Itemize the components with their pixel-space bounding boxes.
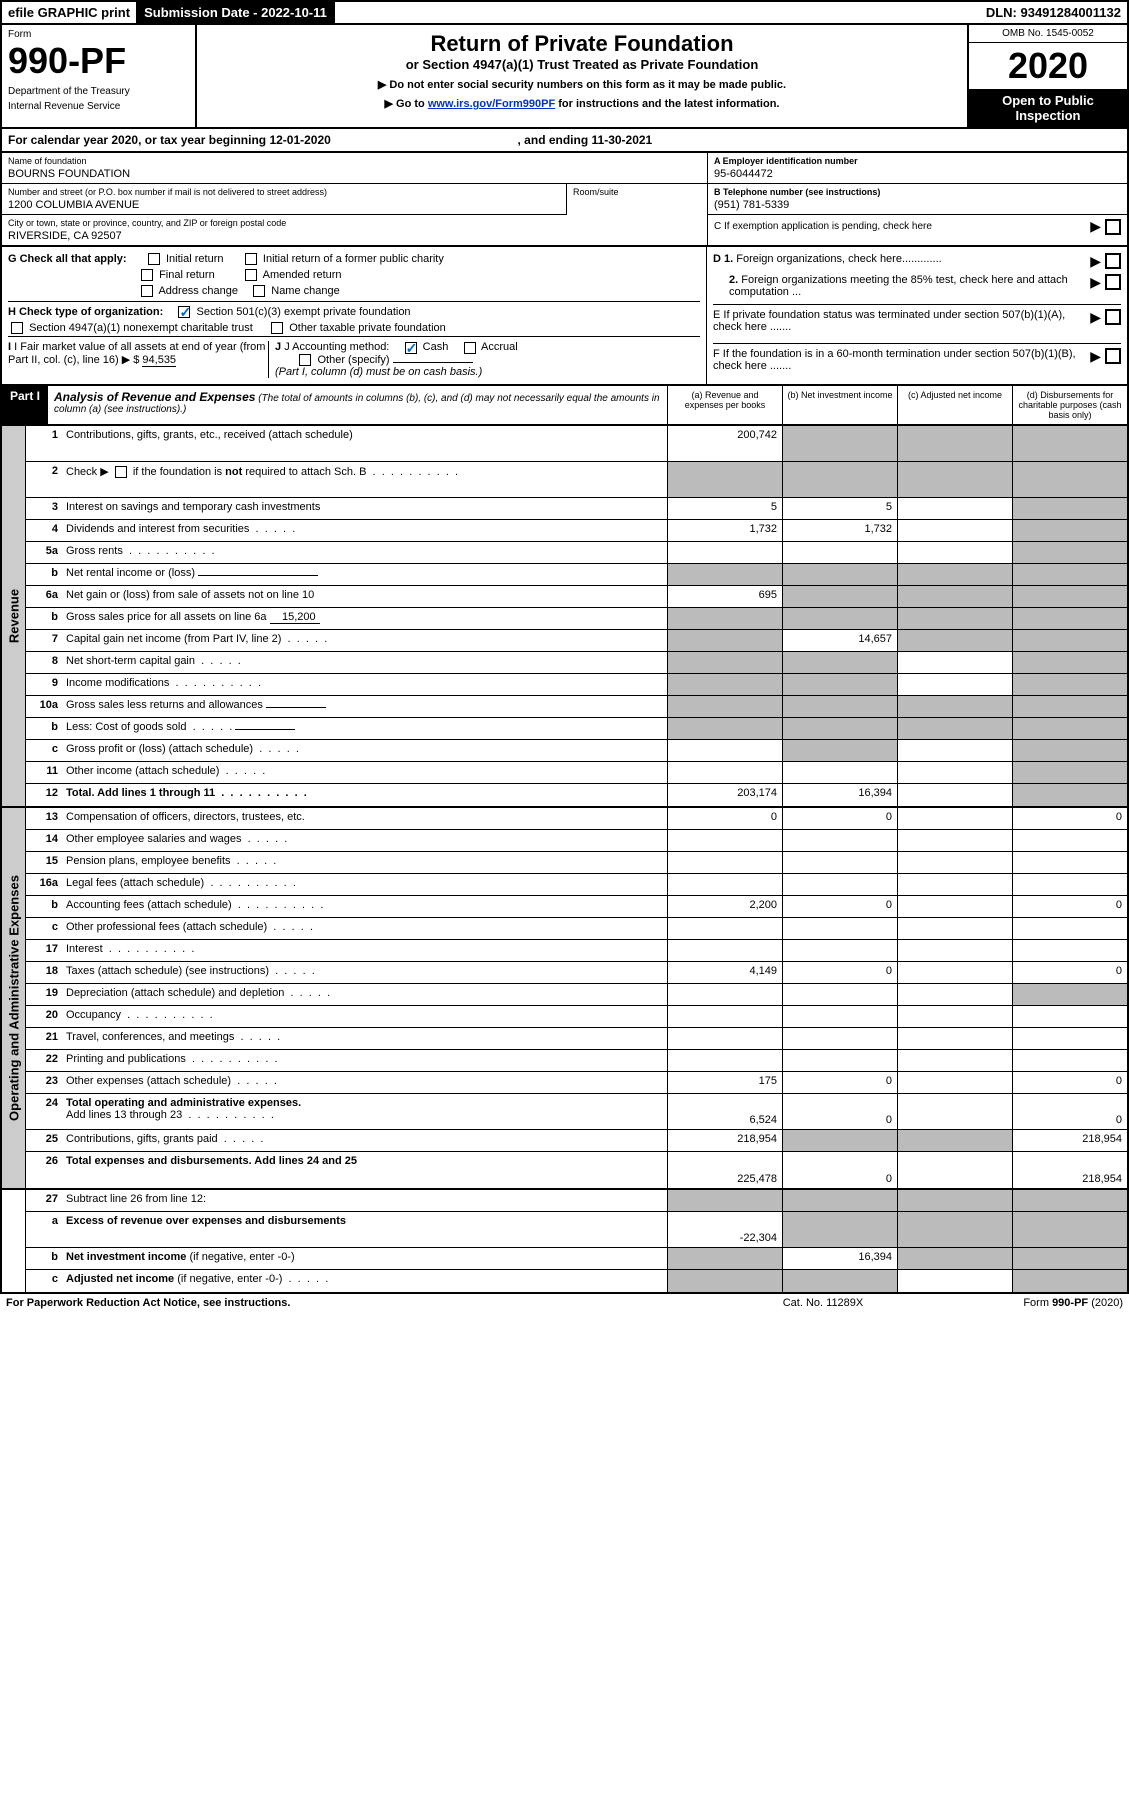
calendar-year-line: For calendar year 2020, or tax year begi… xyxy=(0,129,1129,153)
efile-print-label[interactable]: efile GRAPHIC print xyxy=(2,2,138,23)
accrual-checkbox[interactable] xyxy=(464,342,476,354)
501c3-checkbox[interactable] xyxy=(178,306,190,318)
top-bar: efile GRAPHIC print Submission Date - 20… xyxy=(0,0,1129,25)
form-word: Form xyxy=(8,29,189,40)
irs-link[interactable]: www.irs.gov/Form990PF xyxy=(428,98,555,110)
d2-checkbox[interactable] xyxy=(1105,274,1121,290)
i-j-row: I I Fair market value of all assets at e… xyxy=(8,336,700,379)
initial-return-checkbox[interactable] xyxy=(148,253,160,265)
dept-treasury: Department of the Treasury xyxy=(8,86,189,97)
goto-note: ▶ Go to www.irs.gov/Form990PF for instru… xyxy=(205,97,959,110)
info-grid: Name of foundation BOURNS FOUNDATION Num… xyxy=(0,153,1129,247)
initial-former-checkbox[interactable] xyxy=(245,253,257,265)
expenses-table: Operating and Administrative Expenses 13… xyxy=(0,808,1129,1190)
e-checkbox[interactable] xyxy=(1105,309,1121,325)
line27-table: 27Subtract line 26 from line 12: aExcess… xyxy=(0,1190,1129,1294)
schb-checkbox[interactable] xyxy=(115,466,127,478)
part1-label: Part I xyxy=(2,386,48,424)
foundation-name-cell: Name of foundation BOURNS FOUNDATION xyxy=(2,153,707,184)
g-check-row: G Check all that apply: Initial return I… xyxy=(8,251,700,267)
col-c-head: (c) Adjusted net income xyxy=(897,386,1012,424)
checks-section: G Check all that apply: Initial return I… xyxy=(0,247,1129,386)
form-header-right: OMB No. 1545-0052 2020 Open to Public In… xyxy=(967,25,1127,127)
ein-cell: A Employer identification number 95-6044… xyxy=(708,153,1127,184)
amended-return-checkbox[interactable] xyxy=(245,269,257,281)
form-header-left: Form 990-PF Department of the Treasury I… xyxy=(2,25,197,127)
final-return-checkbox[interactable] xyxy=(141,269,153,281)
d1-checkbox[interactable] xyxy=(1105,253,1121,269)
exemption-checkbox[interactable] xyxy=(1105,219,1121,235)
form-title: Return of Private Foundation xyxy=(205,31,959,57)
form-number: 990-PF xyxy=(8,40,189,82)
footer: For Paperwork Reduction Act Notice, see … xyxy=(0,1294,1129,1312)
form-header-center: Return of Private Foundation or Section … xyxy=(197,25,967,127)
city-cell: City or town, state or province, country… xyxy=(2,215,707,245)
other-method-checkbox[interactable] xyxy=(299,354,311,366)
part1-header-row: Part I Analysis of Revenue and Expenses … xyxy=(0,386,1129,426)
revenue-table: Revenue 1Contributions, gifts, grants, e… xyxy=(0,426,1129,808)
form-header: Form 990-PF Department of the Treasury I… xyxy=(0,25,1129,129)
name-change-checkbox[interactable] xyxy=(253,285,265,297)
cash-checkbox[interactable] xyxy=(405,342,417,354)
ssn-note: ▶ Do not enter social security numbers o… xyxy=(205,78,959,91)
open-public: Open to Public Inspection xyxy=(969,89,1127,127)
address-change-checkbox[interactable] xyxy=(141,285,153,297)
expenses-side-label: Operating and Administrative Expenses xyxy=(2,808,26,1188)
dept-irs: Internal Revenue Service xyxy=(8,101,189,112)
room-suite-cell: Room/suite xyxy=(567,184,707,215)
revenue-side-label: Revenue xyxy=(2,426,26,806)
form-subtitle: or Section 4947(a)(1) Trust Treated as P… xyxy=(205,57,959,72)
omb-number: OMB No. 1545-0052 xyxy=(969,25,1127,43)
footer-left: For Paperwork Reduction Act Notice, see … xyxy=(6,1297,723,1309)
exemption-pending-cell: C If exemption application is pending, c… xyxy=(708,215,1127,238)
col-d-head: (d) Disbursements for charitable purpose… xyxy=(1012,386,1127,424)
h-check-row: H Check type of organization: Section 50… xyxy=(8,301,700,320)
dln: DLN: 93491284001132 xyxy=(980,2,1127,23)
col-a-head: (a) Revenue and expenses per books xyxy=(667,386,782,424)
phone-cell: B Telephone number (see instructions) (9… xyxy=(708,184,1127,215)
tax-year: 2020 xyxy=(969,43,1127,89)
submission-date: Submission Date - 2022-10-11 xyxy=(138,2,335,23)
other-taxable-checkbox[interactable] xyxy=(271,322,283,334)
col-b-head: (b) Net investment income xyxy=(782,386,897,424)
f-checkbox[interactable] xyxy=(1105,348,1121,364)
footer-center: Cat. No. 11289X xyxy=(723,1297,923,1309)
4947-checkbox[interactable] xyxy=(11,322,23,334)
footer-right: Form 990-PF (2020) xyxy=(923,1297,1123,1309)
address-cell: Number and street (or P.O. box number if… xyxy=(2,184,567,215)
